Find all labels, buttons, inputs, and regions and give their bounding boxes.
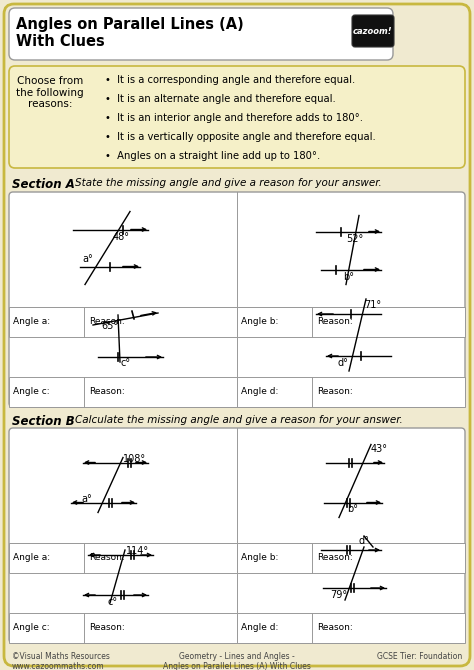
Text: Reason:: Reason: [89, 623, 125, 632]
Bar [237, 307, 465, 337]
Text: Angle d:: Angle d: [241, 623, 278, 632]
Text: •  It is a corresponding angle and therefore equal.: • It is a corresponding angle and theref… [105, 75, 355, 85]
Text: Section A: Section A [12, 178, 75, 191]
Bar [9, 377, 237, 407]
Text: •  It is a vertically opposite angle and therefore equal.: • It is a vertically opposite angle and … [105, 132, 376, 142]
FancyBboxPatch shape [9, 66, 465, 168]
Text: 114°: 114° [126, 546, 149, 556]
Text: Reason:: Reason: [89, 387, 125, 396]
Text: b°: b° [343, 271, 354, 281]
Text: Reason:: Reason: [317, 553, 353, 562]
Text: Angle a:: Angle a: [13, 553, 50, 562]
Text: d°: d° [359, 536, 370, 546]
Text: Choose from
the following
reasons:: Choose from the following reasons: [16, 76, 83, 109]
Text: Reason:: Reason: [89, 317, 125, 326]
Bar [237, 613, 465, 643]
Bar [9, 307, 237, 337]
Bar [9, 543, 237, 573]
FancyBboxPatch shape [352, 15, 394, 47]
Text: •  Angles on a straight line add up to 180°.: • Angles on a straight line add up to 18… [105, 151, 320, 161]
Bar [237, 543, 465, 573]
Text: cazoom!: cazoom! [353, 27, 393, 36]
FancyBboxPatch shape [9, 428, 465, 643]
Text: 71°: 71° [364, 300, 381, 310]
Text: Calculate the missing angle and give a reason for your answer.: Calculate the missing angle and give a r… [75, 415, 403, 425]
Text: Angle b:: Angle b: [241, 317, 278, 326]
Text: Angle d:: Angle d: [241, 387, 278, 396]
Text: d°: d° [338, 358, 349, 368]
Text: Section B: Section B [12, 415, 75, 428]
Text: Reason:: Reason: [317, 317, 353, 326]
Text: 43°: 43° [371, 444, 388, 454]
Text: c°: c° [108, 597, 118, 607]
Bar [237, 377, 465, 407]
Text: •  It is an interior angle and therefore adds to 180°.: • It is an interior angle and therefore … [105, 113, 363, 123]
Text: Geometry - Lines and Angles -
Angles on Parallel Lines (A) With Clues: Geometry - Lines and Angles - Angles on … [163, 652, 311, 670]
Text: 48°: 48° [113, 232, 130, 241]
FancyBboxPatch shape [9, 8, 393, 60]
Text: Reason:: Reason: [89, 553, 125, 562]
Text: With Clues: With Clues [16, 34, 105, 49]
Text: 52°: 52° [346, 234, 363, 243]
Text: a°: a° [81, 494, 92, 505]
Text: State the missing angle and give a reason for your answer.: State the missing angle and give a reaso… [75, 178, 382, 188]
Text: 65°: 65° [101, 321, 118, 331]
Text: ©Visual Maths Resources
www.cazoommaths.com: ©Visual Maths Resources www.cazoommaths.… [12, 652, 110, 670]
Text: Reason:: Reason: [317, 623, 353, 632]
Text: GCSE Tier: Foundation: GCSE Tier: Foundation [377, 652, 462, 661]
Text: •  It is an alternate angle and therefore equal.: • It is an alternate angle and therefore… [105, 94, 336, 104]
Text: 108°: 108° [123, 454, 146, 464]
Text: Angle c:: Angle c: [13, 623, 50, 632]
Text: Angle c:: Angle c: [13, 387, 50, 396]
Text: b°: b° [347, 505, 358, 515]
Text: a°: a° [82, 255, 93, 265]
Bar [9, 613, 237, 643]
Text: c°: c° [121, 358, 131, 368]
Text: Reason:: Reason: [317, 387, 353, 396]
FancyBboxPatch shape [9, 192, 465, 407]
FancyBboxPatch shape [4, 4, 470, 666]
Text: Angle b:: Angle b: [241, 553, 278, 562]
Text: 79°: 79° [330, 590, 347, 600]
Text: Angles on Parallel Lines (A): Angles on Parallel Lines (A) [16, 17, 244, 32]
Text: Angle a:: Angle a: [13, 317, 50, 326]
